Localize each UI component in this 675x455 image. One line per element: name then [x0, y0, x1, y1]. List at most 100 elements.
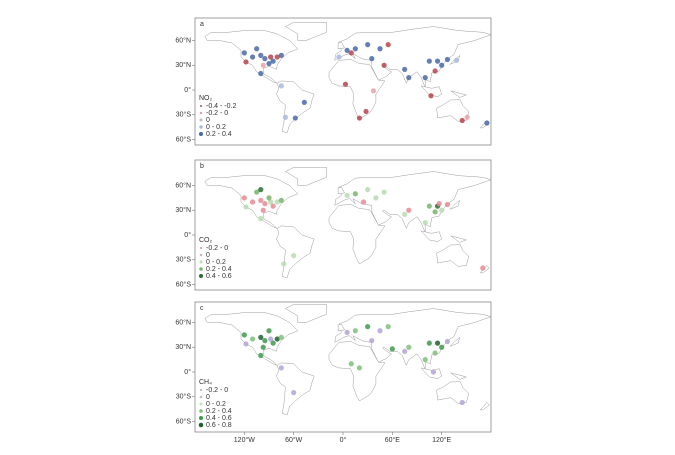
land — [328, 204, 386, 265]
site-point — [336, 54, 342, 60]
site-point — [258, 187, 264, 193]
legend-entry: 0.4 - 0.6 — [206, 273, 232, 280]
site-point — [444, 201, 451, 208]
site-point — [348, 361, 354, 367]
lon-label: 120°E — [432, 436, 451, 444]
site-point — [278, 334, 284, 340]
legend-swatch — [199, 409, 203, 413]
site-point — [352, 191, 358, 197]
site-point — [348, 50, 354, 56]
lon-label: 0° — [340, 436, 347, 444]
site-point — [249, 336, 256, 342]
land — [328, 341, 386, 402]
site-point — [278, 365, 284, 371]
site-point — [365, 42, 371, 48]
legend-swatch — [199, 132, 203, 136]
legend-entry: 0.2 - 0.4 — [206, 408, 232, 415]
site-point — [426, 340, 432, 346]
site-point — [262, 201, 268, 207]
site-point — [360, 199, 367, 205]
panel-frame — [194, 17, 492, 146]
legend-entry: 0 - 0.2 — [206, 124, 226, 131]
lat-label: 60°N — [175, 318, 191, 326]
site-point — [432, 209, 438, 215]
site-point — [434, 58, 441, 64]
site-point — [258, 352, 264, 359]
lon-label: 60°E — [385, 436, 401, 444]
site-point — [291, 390, 297, 396]
map-body — [204, 167, 491, 279]
site-point — [258, 197, 264, 203]
site-point — [270, 58, 276, 64]
site-point — [439, 62, 445, 68]
legend-entry: 0.2 - 0.4 — [206, 266, 232, 273]
site-point — [266, 328, 272, 334]
legend-entry: 0 — [206, 252, 210, 259]
map-body — [204, 22, 491, 134]
site-point — [365, 324, 371, 330]
site-point — [266, 195, 272, 201]
site-point — [301, 99, 307, 105]
site-point — [426, 58, 432, 64]
site-point — [402, 66, 408, 72]
legend-entry: 0.2 - 0.4 — [206, 131, 232, 138]
site-point — [459, 117, 465, 124]
site-point — [262, 56, 268, 62]
legend-entry: 0 — [206, 117, 210, 124]
legend-swatch — [200, 105, 202, 107]
legend-swatch — [200, 247, 202, 249]
site-point — [249, 54, 256, 60]
site-point — [484, 120, 490, 126]
site-point — [278, 83, 284, 89]
site-point — [370, 88, 377, 94]
lat-label: 60°S — [176, 417, 192, 425]
site-point — [373, 195, 379, 201]
site-point — [436, 201, 442, 207]
land — [436, 98, 470, 122]
site-point — [406, 344, 412, 350]
site-point — [268, 336, 274, 342]
site-point — [430, 369, 437, 375]
legend-entry: 0 - 0.2 — [206, 401, 226, 408]
land — [276, 362, 315, 416]
panel-letter: b — [200, 163, 204, 170]
site-point — [274, 199, 280, 205]
site-point — [428, 93, 434, 99]
legend-swatch — [199, 402, 203, 406]
land — [284, 167, 327, 186]
legend-swatch — [199, 253, 203, 257]
land — [436, 243, 470, 267]
site-point — [356, 115, 363, 121]
site-point — [268, 54, 274, 60]
site-point — [377, 46, 383, 52]
legend-swatch — [199, 111, 203, 115]
map-panel: a 60°N 30°N 0° 30°S 60°S NO₂-0.4 - -0.2-0.2 - … — [175, 17, 492, 146]
site-point — [385, 42, 391, 48]
site-point — [444, 338, 451, 345]
site-point — [249, 199, 256, 205]
lat-label: 30°N — [175, 61, 191, 69]
site-point — [464, 114, 470, 120]
site-point — [406, 207, 412, 213]
lat-label: 0° — [184, 231, 191, 239]
site-point — [258, 215, 264, 222]
site-point — [432, 350, 438, 356]
site-point — [254, 189, 260, 195]
site-point — [363, 108, 369, 115]
lat-label: 30°S — [176, 256, 192, 264]
site-point — [402, 348, 408, 354]
site-point — [268, 199, 274, 205]
legend-title: CH₄ — [199, 379, 212, 386]
site-point — [402, 211, 408, 217]
site-point — [262, 338, 268, 344]
site-point — [422, 220, 428, 226]
lat-label: 30°N — [175, 206, 191, 214]
lat-label: 60°S — [176, 135, 192, 143]
legend-swatch — [199, 395, 203, 399]
legend-swatch — [199, 118, 203, 122]
site-point — [352, 328, 358, 334]
legend-swatch — [200, 389, 202, 391]
lat-label: 60°N — [175, 181, 191, 189]
